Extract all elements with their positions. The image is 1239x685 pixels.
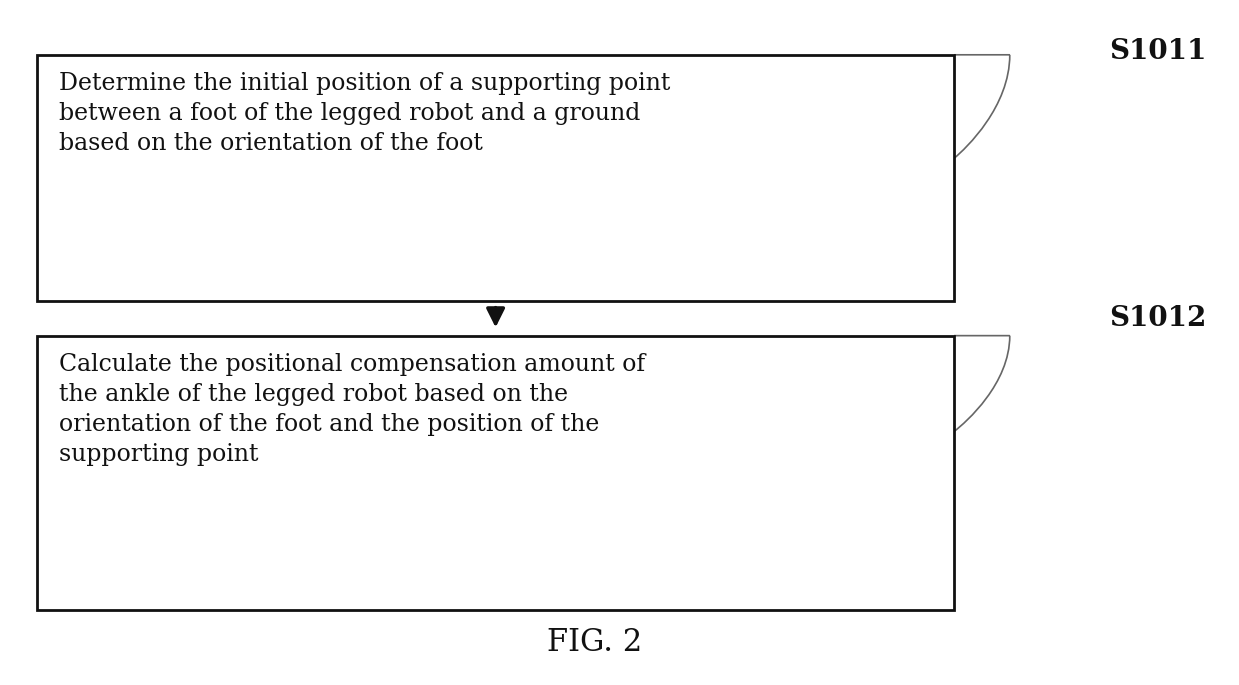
Text: FIG. 2: FIG. 2 — [548, 627, 642, 658]
FancyBboxPatch shape — [37, 336, 954, 610]
Text: Calculate the positional compensation amount of
the ankle of the legged robot ba: Calculate the positional compensation am… — [59, 353, 646, 466]
Text: S1011: S1011 — [1109, 38, 1207, 65]
Text: S1012: S1012 — [1109, 305, 1207, 332]
Text: Determine the initial position of a supporting point
between a foot of the legge: Determine the initial position of a supp… — [59, 72, 670, 155]
FancyBboxPatch shape — [37, 55, 954, 301]
